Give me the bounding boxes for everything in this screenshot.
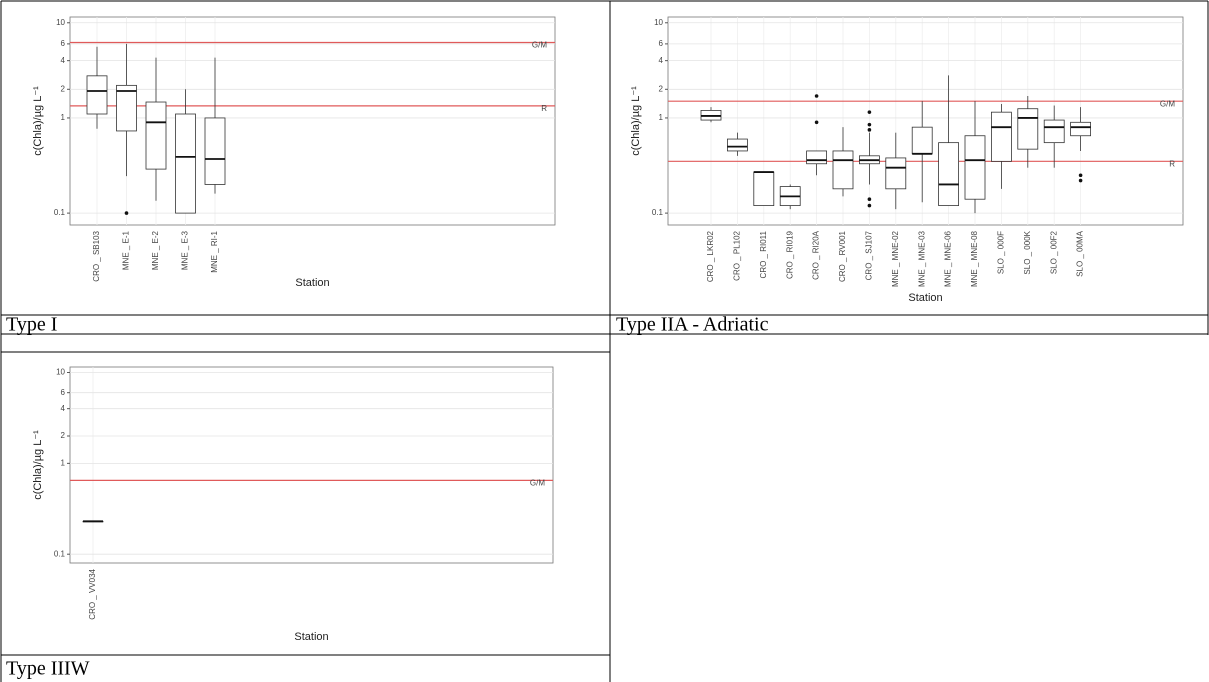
y-tick-label: 1 — [61, 458, 66, 467]
reference-label: R — [541, 104, 547, 113]
y-tick-label: 4 — [61, 56, 66, 65]
x-tick-label: CRO _ RI20A — [812, 230, 821, 280]
box — [832, 150, 854, 190]
y-tick-label: 10 — [56, 18, 65, 27]
y-axis-title: c(Chla)/µg L⁻¹ — [32, 430, 44, 500]
reference-label: G/M — [532, 41, 547, 50]
box — [753, 171, 775, 206]
box — [175, 113, 196, 214]
y-tick-label: 6 — [61, 388, 66, 397]
chart: 0.1 1 2 4 6 10 G/M R CRO _ LKR02 CRO _ PL102 CRO _… — [630, 16, 1184, 304]
x-tick-label: CRO _ SJ107 — [865, 230, 874, 280]
outlier — [867, 203, 872, 208]
y-axis-title: c(Chla)/µg L⁻¹ — [32, 86, 44, 156]
x-tick-label: CRO _ LKR02 — [706, 230, 715, 282]
box — [727, 138, 748, 152]
x-tick-label: CRO _ VV034 — [88, 568, 97, 619]
box — [1043, 119, 1065, 144]
y-tick-label: 6 — [659, 39, 664, 48]
y-tick-label: 0.1 — [54, 549, 66, 558]
reference-label: G/M — [530, 478, 545, 487]
y-tick-label: 6 — [61, 39, 66, 48]
x-tick-label: SLO _ 000K — [1023, 230, 1032, 274]
caption: Type IIIW — [6, 658, 90, 680]
outlier — [124, 211, 129, 215]
chart: 0.1 1 2 4 6 10 G/M R CRO _ SB103 MNE _ E-1 MNE _ E… — [32, 16, 556, 289]
y-tick-label: 0.1 — [54, 208, 66, 217]
y-tick-label: 4 — [61, 404, 66, 413]
box — [938, 142, 959, 206]
outlier — [867, 110, 872, 114]
x-tick-label: CRO _ SB103 — [92, 230, 101, 281]
box — [116, 84, 137, 132]
x-tick-label: MNE _ RI-1 — [210, 230, 219, 272]
outlier — [814, 120, 819, 125]
box — [1070, 121, 1091, 137]
y-tick-label: 10 — [654, 18, 663, 27]
x-tick-label: CRO _ RI019 — [785, 230, 794, 279]
plot-area — [667, 16, 1184, 226]
box — [991, 111, 1012, 162]
y-tick-label: 10 — [56, 368, 65, 377]
box — [911, 126, 933, 155]
box — [806, 150, 827, 165]
outlier — [867, 197, 872, 202]
x-tick-label: CRO _ PL102 — [733, 230, 742, 280]
plot-area — [69, 16, 556, 226]
y-tick-label: 0.1 — [652, 208, 664, 217]
outlier — [814, 94, 819, 98]
box — [204, 117, 226, 185]
x-tick-label: MNE _ E-2 — [151, 230, 160, 270]
y-tick-label: 2 — [61, 431, 66, 440]
y-tick-label: 1 — [61, 113, 66, 122]
x-tick-label: MNE _ MNE-06 — [944, 230, 953, 287]
reference-label: G/M — [1160, 99, 1175, 108]
x-tick-label: CRO _ RI011 — [759, 230, 768, 278]
plot-area — [69, 366, 554, 564]
caption: Type IIA - Adriatic — [616, 314, 769, 336]
x-tick-label: MNE _ E-3 — [181, 230, 190, 270]
chart: 0.1 1 2 4 6 10 G/M CRO _ VV034 Station c(Chla)/µg… — [32, 366, 554, 643]
x-axis-title: Station — [295, 277, 329, 289]
x-tick-label: MNE _ E-1 — [122, 230, 131, 270]
x-tick-label: MNE _ MNE-03 — [917, 230, 926, 287]
y-axis-title: c(Chla)/µg L⁻¹ — [630, 86, 642, 156]
x-tick-label: SLO _ 00F2 — [1049, 230, 1058, 274]
caption: Type I — [6, 314, 57, 336]
x-axis-title: Station — [294, 631, 328, 643]
y-tick-label: 2 — [659, 84, 664, 93]
y-tick-label: 4 — [659, 56, 664, 65]
outlier — [867, 128, 872, 132]
outlier — [867, 122, 872, 127]
y-tick-label: 2 — [61, 84, 66, 93]
reference-label: R — [1169, 159, 1175, 168]
outlier — [1078, 178, 1083, 183]
x-tick-label: SLO _ 00MA — [1076, 230, 1085, 276]
box — [1017, 108, 1039, 150]
box — [145, 101, 167, 170]
x-tick-label: MNE _ MNE-02 — [891, 230, 900, 287]
box — [86, 75, 108, 115]
x-tick-label: MNE _ MNE-08 — [970, 230, 979, 287]
box — [964, 135, 986, 200]
box — [885, 157, 907, 190]
x-tick-label: CRO _ RV001 — [838, 230, 847, 282]
x-axis-title: Station — [908, 292, 942, 304]
y-tick-label: 1 — [659, 113, 664, 122]
outlier — [1078, 173, 1083, 178]
x-tick-label: SLO _ 000F — [997, 231, 1006, 274]
